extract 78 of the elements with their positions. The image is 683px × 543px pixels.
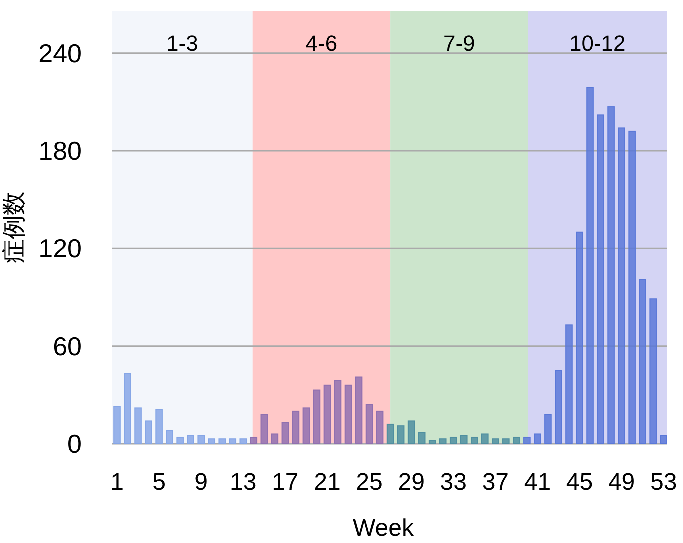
bar (292, 410, 300, 444)
bar (555, 370, 562, 444)
y-tick-label: 60 (53, 331, 82, 362)
bar (124, 374, 132, 444)
y-axis-title: 症例数 (1, 192, 28, 264)
bar (492, 438, 500, 444)
y-tick-label: 240 (38, 38, 82, 68)
bar (198, 435, 205, 444)
bar (618, 128, 626, 444)
x-tick-label: 13 (230, 469, 257, 496)
bar (597, 114, 604, 444)
bar (208, 438, 216, 444)
bar (313, 390, 321, 444)
x-tick-label: 45 (566, 469, 594, 496)
x-tick-label: 21 (314, 469, 341, 496)
bar (397, 426, 405, 444)
bar (334, 380, 342, 444)
bar (460, 435, 468, 444)
bar (355, 376, 363, 444)
bar (439, 438, 447, 444)
bar (282, 422, 290, 444)
x-tick-label: 29 (398, 469, 425, 496)
bar (324, 384, 332, 444)
bar (187, 435, 194, 444)
y-tick-label: 180 (38, 136, 82, 166)
band-label: 10-12 (569, 31, 626, 56)
y-tick-label: 120 (38, 234, 82, 264)
bar (240, 438, 248, 444)
x-tick-label: 41 (524, 469, 552, 496)
bar (513, 436, 520, 444)
bar (418, 432, 426, 444)
bar (145, 420, 152, 444)
bar (271, 434, 279, 444)
x-tick-label: 25 (356, 469, 383, 496)
x-tick-label: 17 (272, 469, 299, 496)
x-tick-label: 33 (440, 469, 467, 496)
bar (534, 434, 542, 444)
bar (660, 435, 668, 444)
x-tick-label: 5 (152, 469, 166, 496)
bar (176, 436, 184, 444)
bar (302, 408, 310, 444)
x-tick-label: 37 (482, 469, 510, 496)
bar (544, 414, 552, 444)
bar (134, 408, 142, 444)
y-tick-label: 0 (68, 429, 82, 459)
bar (650, 298, 657, 444)
bar (366, 404, 374, 444)
bar (502, 438, 510, 444)
bar (524, 436, 531, 444)
bar (428, 440, 436, 444)
bar (344, 384, 352, 444)
bar (586, 87, 594, 444)
bar (166, 430, 174, 444)
x-tick-label: 49 (608, 469, 636, 496)
bar (218, 438, 226, 444)
bar (566, 324, 573, 444)
bar (608, 106, 615, 444)
bar (114, 406, 121, 444)
x-tick-label: 53 (650, 469, 678, 496)
band-label: 1-3 (166, 31, 198, 56)
bar (450, 436, 458, 444)
bar (156, 409, 163, 444)
bar (376, 410, 384, 444)
bar (482, 434, 489, 444)
bar (386, 424, 394, 444)
bar (250, 436, 258, 444)
band-label: 7-9 (444, 31, 476, 56)
x-tick-label: 1 (110, 469, 124, 496)
x-tick-label: 9 (194, 469, 208, 496)
bar (260, 414, 268, 444)
bar (408, 420, 416, 444)
bar (628, 130, 636, 444)
bar (639, 279, 646, 444)
bar (229, 438, 237, 444)
x-axis-title: Week (353, 515, 415, 542)
bar (576, 232, 584, 444)
bar (470, 436, 478, 444)
band-label: 4-6 (306, 31, 338, 56)
